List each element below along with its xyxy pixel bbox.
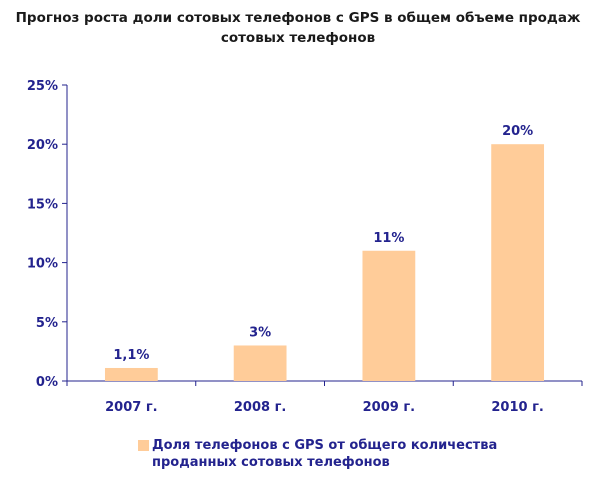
legend: Доля телефонов с GPS от общего количеств…	[138, 437, 578, 471]
y-tick-label: 20%	[27, 138, 58, 153]
y-axis: 0% 5% 10% 15% 20% 25%	[27, 79, 68, 390]
bar-value-label: 1,1%	[113, 348, 149, 363]
bar	[104, 367, 158, 381]
y-tick-label: 0%	[36, 375, 58, 390]
chart-title: Прогноз роста доли сотовых телефонов с G…	[0, 8, 596, 48]
bar-value-label: 3%	[249, 325, 271, 340]
y-tick-label: 10%	[27, 257, 58, 272]
bar	[491, 144, 545, 381]
chart-title-line-2: сотовых телефонов	[220, 30, 376, 46]
y-tick-label: 5%	[36, 316, 58, 331]
bar-value-label: 20%	[502, 124, 533, 139]
bar-value-label: 11%	[373, 231, 404, 246]
x-tick-label: 2007 г.	[105, 400, 157, 415]
legend-swatch	[138, 440, 149, 451]
y-tick-label: 25%	[27, 79, 58, 94]
x-axis: 2007 г. 2008 г. 2009 г. 2010 г.	[66, 380, 583, 415]
x-tick-label: 2008 г.	[234, 400, 286, 415]
data-labels: 1,1% 3% 11% 20%	[113, 124, 533, 363]
bar	[362, 250, 416, 381]
y-tick-label: 15%	[27, 197, 58, 212]
x-tick-label: 2009 г.	[363, 400, 415, 415]
bars	[104, 144, 545, 381]
bar	[233, 345, 287, 381]
chart-title-line-1: Прогноз роста доли сотовых телефонов с G…	[15, 10, 581, 26]
legend-label: Доля телефонов с GPS от общего количеств…	[152, 438, 498, 470]
x-tick-label: 2010 г.	[491, 400, 543, 415]
